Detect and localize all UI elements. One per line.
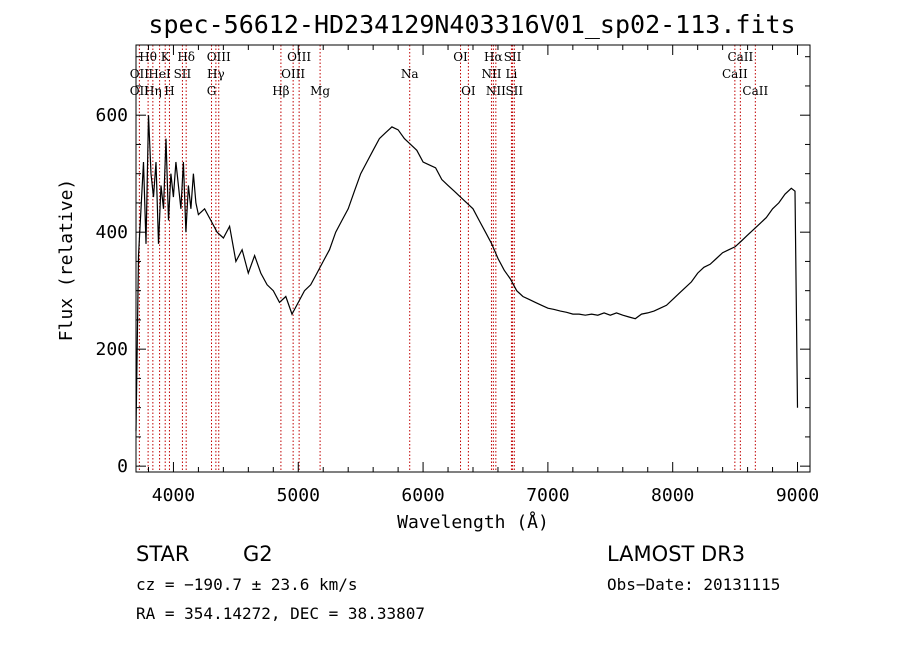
line-label: Mg bbox=[310, 84, 330, 98]
x-tick-label: 7000 bbox=[526, 485, 569, 506]
line-label: G bbox=[207, 84, 217, 98]
line-label: OII bbox=[130, 67, 150, 81]
line-label: CaII bbox=[722, 67, 748, 81]
x-tick-label: 5000 bbox=[277, 485, 320, 506]
x-tick-label: 6000 bbox=[401, 485, 444, 506]
line-label: OIII bbox=[287, 50, 311, 64]
y-tick-label: 0 bbox=[117, 456, 128, 477]
y-axis-label: Flux (relative) bbox=[56, 179, 77, 342]
y-tick-label: 400 bbox=[95, 222, 128, 243]
chart-title: spec-56612-HD234129N403316V01_sp02-113.f… bbox=[148, 10, 795, 39]
y-tick-label: 600 bbox=[95, 105, 128, 126]
x-tick-label: 9000 bbox=[776, 485, 819, 506]
y-tick-label: 200 bbox=[95, 339, 128, 360]
line-label: NII bbox=[486, 84, 506, 98]
x-tick-label: 4000 bbox=[152, 485, 195, 506]
line-label: Hθ bbox=[139, 50, 157, 64]
line-label: H bbox=[164, 84, 174, 98]
line-markers bbox=[138, 45, 756, 472]
spectrum-line bbox=[135, 115, 799, 432]
line-label: Hη bbox=[144, 84, 162, 98]
line-label: Hδ bbox=[177, 50, 195, 64]
coordinates: RA = 354.14272, DEC = 38.33807 bbox=[136, 604, 425, 623]
line-label: NII bbox=[481, 67, 501, 81]
line-label: HeI bbox=[148, 67, 171, 81]
line-label: OI bbox=[453, 50, 468, 64]
obs-date: Obs−Date: 20131115 bbox=[607, 575, 780, 594]
line-label: OI bbox=[461, 84, 476, 98]
line-label: OII bbox=[130, 84, 150, 98]
line-label: Hβ bbox=[272, 84, 289, 98]
line-label: SII bbox=[174, 67, 192, 81]
object-subclass: G2 bbox=[243, 542, 273, 566]
line-label: Na bbox=[401, 67, 419, 81]
line-label: Li bbox=[506, 67, 518, 81]
y-axis-ticks: 0 200 400 600 bbox=[95, 56, 810, 477]
survey-name: LAMOST DR3 bbox=[607, 542, 745, 566]
line-label: K bbox=[161, 50, 171, 64]
line-label: Hα bbox=[484, 50, 503, 64]
line-label: SII bbox=[504, 50, 522, 64]
x-axis-label: Wavelength (Å) bbox=[397, 511, 549, 533]
x-tick-label: 8000 bbox=[651, 485, 694, 506]
line-label: SII bbox=[505, 84, 523, 98]
line-label: OIII bbox=[207, 50, 231, 64]
x-axis-ticks: 4000 5000 6000 7000 8000 9000 bbox=[147, 45, 819, 506]
line-label: OIII bbox=[281, 67, 305, 81]
object-class: STAR bbox=[136, 542, 189, 566]
redshift-readout: cz = −190.7 ± 23.6 km/s bbox=[136, 575, 358, 594]
line-label: CaII bbox=[742, 84, 768, 98]
line-label: Hγ bbox=[207, 67, 225, 81]
line-label: CaII bbox=[727, 50, 753, 64]
